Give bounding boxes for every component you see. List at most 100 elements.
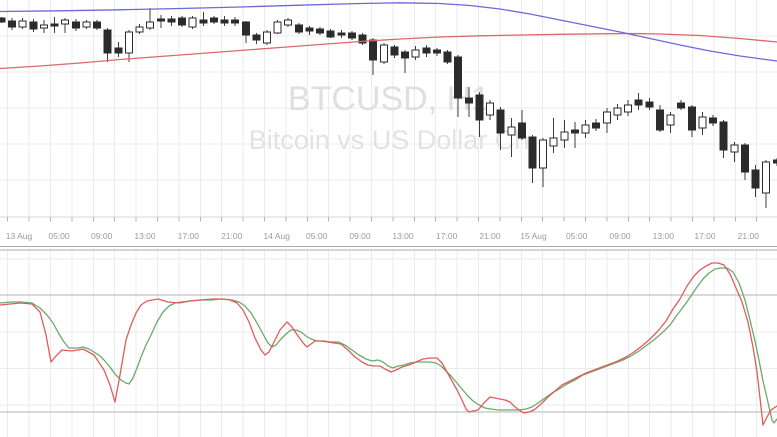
candle-body-bullish [39, 24, 48, 29]
candle-body-bearish [634, 99, 643, 106]
candle-body-bearish [772, 159, 777, 164]
candle-body-bullish [666, 114, 675, 126]
candle-body-bullish [124, 31, 133, 54]
candle-body-bearish [199, 19, 208, 24]
candle-body-bullish [379, 44, 388, 63]
candle-body-bullish [273, 21, 282, 34]
ma-fast-red-line [0, 32, 777, 70]
candle-body-bearish [305, 27, 314, 32]
time-axis-label: 21:00 [738, 231, 760, 241]
candle-body-bearish [719, 121, 728, 151]
time-axis-label: 17:00 [178, 231, 200, 241]
main-red-line [0, 262, 777, 426]
candle-body-bearish [677, 102, 686, 109]
signal-green-line [0, 267, 777, 424]
candle-body-bullish [762, 161, 771, 194]
candle-body-bullish [82, 21, 91, 28]
candle-body-bearish [71, 21, 80, 29]
indicator-pane[interactable] [0, 250, 777, 437]
candle-body-bearish [220, 19, 229, 24]
candle-body-bearish [114, 47, 123, 54]
time-axis-label: 05:00 [306, 231, 328, 241]
candle-body-bullish [411, 49, 420, 58]
time-axis-label: 21:00 [221, 231, 243, 241]
time-axis-label: 13 Aug [6, 231, 33, 241]
candle-body-bearish [432, 49, 441, 54]
candle-body-bullish [61, 19, 70, 25]
time-axis-label: 09:00 [91, 231, 113, 241]
candle-body-bullish [549, 137, 558, 147]
time-axis-label: 15 Aug [520, 231, 547, 241]
candle-body-bullish [560, 131, 569, 141]
time-axis-label: 13:00 [392, 231, 414, 241]
candle-body-bearish [401, 51, 410, 59]
price-pane[interactable]: BTCUSD, H1 Bitcoin vs US Dollar Ch [0, 0, 777, 217]
candle-body-bearish [8, 20, 17, 28]
candle-body-bearish [390, 46, 399, 56]
candle-body-bullish [146, 21, 155, 29]
candle-body-bearish [29, 21, 38, 30]
candle-body-bearish [751, 169, 760, 189]
candle-body-bearish [528, 136, 537, 169]
candle-body-bullish [18, 20, 27, 28]
candle-body-bearish [570, 129, 579, 134]
candle-body-bearish [167, 18, 176, 23]
candle-body-bearish [655, 109, 664, 131]
candle-body-bullish [486, 102, 495, 116]
candle-body-bearish [178, 17, 187, 26]
candle-body-bearish [454, 56, 463, 99]
candle-body-bearish [443, 51, 452, 63]
candle-body-bearish [326, 30, 335, 38]
candle-body-bullish [135, 26, 144, 33]
time-axis-label: 14 Aug [263, 231, 290, 241]
candle-body-bearish [252, 34, 261, 41]
time-axis-label: 05:00 [48, 231, 70, 241]
stochastic-lines-layer [0, 262, 777, 426]
candle-body-bearish [0, 17, 6, 23]
candle-body-bearish [740, 144, 749, 173]
ma-slow-blue-line [0, 2, 777, 62]
time-axis-label: 17:00 [694, 231, 716, 241]
candle-body-bearish [422, 47, 431, 54]
candle-body-bearish [103, 29, 112, 54]
candle-body-bearish [316, 28, 325, 34]
candle-body-bearish [687, 106, 696, 131]
candle-body-bullish [613, 107, 622, 116]
time-axis-label: 09:00 [349, 231, 371, 241]
time-axis-label: 09:00 [609, 231, 631, 241]
candle-body-bearish [50, 23, 59, 27]
candle-body-bullish [624, 104, 633, 113]
candle-body-bearish [645, 101, 654, 108]
candle-body-bullish [539, 139, 548, 169]
time-axis-label: 13:00 [134, 231, 156, 241]
candles-layer [0, 8, 777, 208]
candle-body-bullish [507, 126, 516, 136]
candle-body-bearish [592, 122, 601, 129]
candle-body-bearish [294, 24, 303, 33]
candle-body-bullish [730, 144, 739, 153]
indicator-grid [0, 250, 777, 437]
candle-body-bearish [496, 109, 505, 134]
candle-body-bullish [581, 124, 590, 134]
time-axis: 13 Aug 05:00 09:00 13:00 17:00 21:00 14 Aug 05:… [0, 216, 777, 251]
candle-body-bearish [709, 117, 718, 124]
watermark-description: Bitcoin vs US Dollar Ch [249, 125, 530, 155]
candle-body-bearish [231, 19, 240, 24]
candle-body-bullish [698, 116, 707, 129]
price-grid [0, 0, 777, 217]
candle-body-bearish [93, 21, 102, 29]
candle-body-bullish [602, 111, 611, 124]
candle-body-bearish [241, 21, 250, 36]
candle-body-bullish [188, 17, 197, 28]
candle-body-bullish [284, 19, 293, 26]
candle-body-bearish [369, 39, 378, 61]
time-axis-label: 21:00 [479, 231, 501, 241]
candle-body-bearish [517, 122, 526, 139]
candle-body-bearish [475, 94, 484, 121]
candle-body-bearish [347, 32, 356, 39]
candle-body-bearish [464, 97, 473, 104]
time-axis-label: 13:00 [653, 231, 675, 241]
candle-body-bearish [156, 18, 165, 22]
